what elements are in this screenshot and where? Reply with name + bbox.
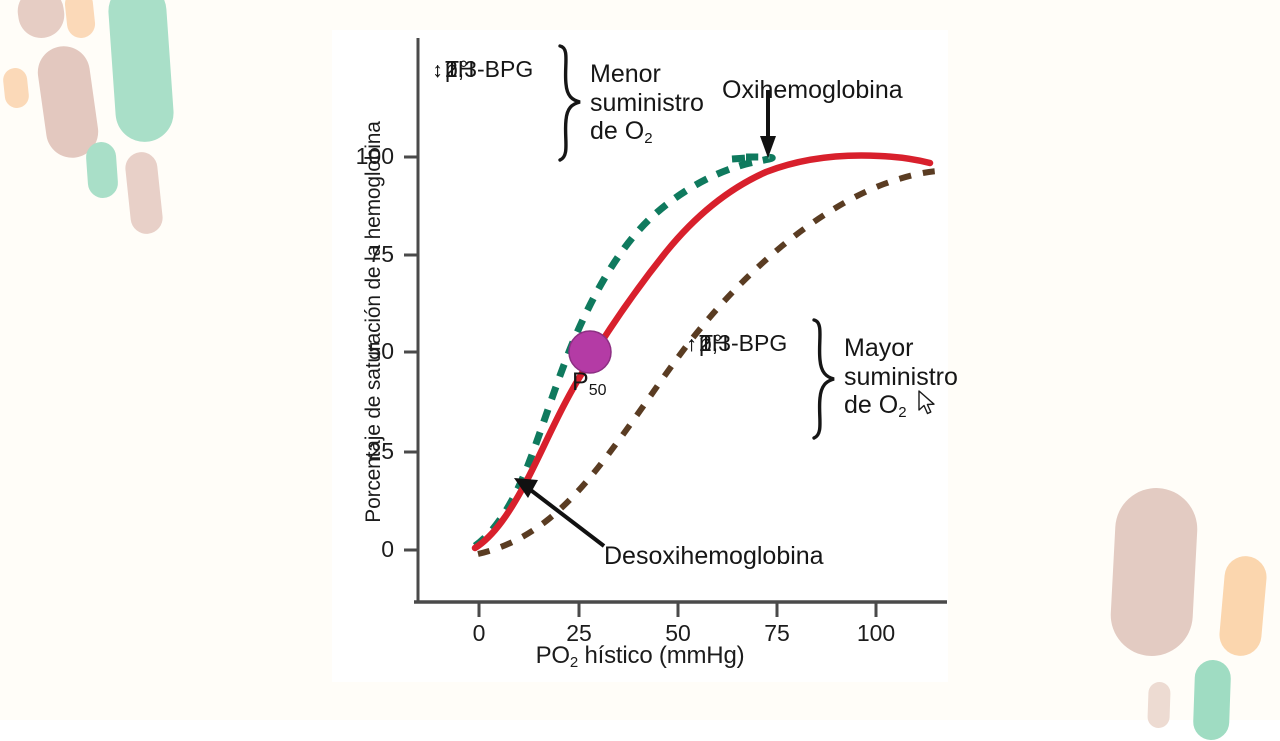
mayor-title-line-1: Mayor: [844, 334, 914, 362]
x-axis-title: PO2 hístico (mmHg): [332, 642, 948, 671]
factor-label-temp: T°: [445, 56, 469, 82]
menor-title-line-3: de O2: [590, 117, 653, 147]
x-tick-label-75: 75: [764, 620, 790, 646]
arrow-up-icon: ↑: [686, 333, 697, 356]
factor-label-bpg: 2,3-BPG: [445, 56, 534, 82]
y-tick-label-0: 0: [381, 536, 394, 562]
blob-peach-1: [63, 0, 97, 40]
menor-title-line-2: suministro: [590, 88, 704, 117]
desoxihemoglobina-label: Desoxihemoglobina: [604, 542, 824, 570]
p50-label: P50: [572, 368, 606, 400]
mayor-suministro-brace: [812, 318, 835, 440]
factor-row-ph-up: ↑pH: [430, 56, 474, 83]
blob-mint-2: [85, 141, 119, 199]
chart-figure-panel: Porcentaje de saturación de la hemoglobi…: [332, 30, 958, 682]
factor-row-temp-down: ↓T°: [430, 56, 468, 83]
curve-left-shift-high-affinity: [472, 153, 776, 549]
y-axis-title: Porcentaje de saturación de la hemoglobi…: [362, 121, 385, 523]
y-tick-label-75: 75: [368, 241, 394, 267]
y-tick-label-50: 50: [368, 338, 394, 364]
blob-rose-5: [1147, 681, 1171, 729]
x-axis-title-sub: 2: [569, 654, 579, 671]
x-axis-title-main: PO: [535, 642, 570, 669]
y-axis-ticks: [404, 155, 418, 552]
mayor-title-line-2: suministro: [844, 362, 958, 391]
y-tick-label-100: 100: [355, 143, 394, 169]
arrow-up-icon: ↑: [686, 333, 697, 356]
p50-label-sub: 50: [588, 382, 607, 399]
factor-row-bpg-up: ↑2,3-BPG: [684, 330, 787, 357]
curve-left-shift-high-affinity-tail: [731, 154, 747, 163]
mayor-title-line-3: de O2: [844, 391, 907, 421]
factor-row-bpg-down: ↓2,3-BPG: [430, 56, 533, 83]
blob-rose-3: [123, 150, 165, 236]
blob-mint-3: [1192, 659, 1232, 741]
arrow-down-icon: ↓: [432, 59, 443, 82]
blob-peach-2: [1, 66, 31, 110]
curve-right-shift-low-affinity: [477, 168, 939, 557]
menor-suministro-brace: [558, 44, 581, 162]
factor-label-ph: pH: [699, 330, 729, 356]
menor-suministro-title: Menor suministro de O2: [590, 60, 704, 147]
factor-row-temp-up: ↑T°: [684, 330, 722, 357]
x-tick-label-100: 100: [856, 620, 896, 646]
x-axis-ticks: [477, 602, 878, 617]
menor-title-line-1: Menor: [590, 60, 661, 88]
blob-mint-1: [106, 0, 176, 144]
blob-rose-2: [34, 42, 102, 162]
oxihemoglobina-label: Oxihemoglobina: [722, 76, 903, 104]
oxygen-dissociation-curve-plot: [404, 38, 947, 617]
factor-row-ph-down: ↑pH: [684, 330, 728, 357]
x-axis-title-rest: hístico (mmHg): [578, 642, 745, 669]
arrow-down-icon: ↓: [432, 59, 443, 82]
factor-label-ph: pH: [445, 56, 475, 82]
mayor-suministro-title: Mayor suministro de O2: [844, 334, 958, 421]
p50-marker[interactable]: [568, 330, 612, 374]
x-tick-label-0: 0: [472, 620, 486, 646]
factor-label-temp: T°: [699, 330, 723, 356]
arrow-up-icon: ↑: [432, 59, 443, 82]
blob-peach-3: [1217, 554, 1269, 658]
arrow-up-icon: ↑: [686, 333, 697, 356]
p50-label-main: P: [572, 368, 589, 396]
factor-label-bpg: 2,3-BPG: [699, 330, 788, 356]
desoxihemoglobina-arrow: [514, 478, 606, 548]
y-tick-label-25: 25: [368, 438, 394, 464]
x-tick-label-25: 25: [566, 620, 592, 646]
oxihemoglobina-arrow: [760, 90, 776, 158]
blob-rose-1: [14, 0, 68, 41]
x-tick-label-50: 50: [665, 620, 691, 646]
blob-rose-4: [1108, 485, 1200, 659]
